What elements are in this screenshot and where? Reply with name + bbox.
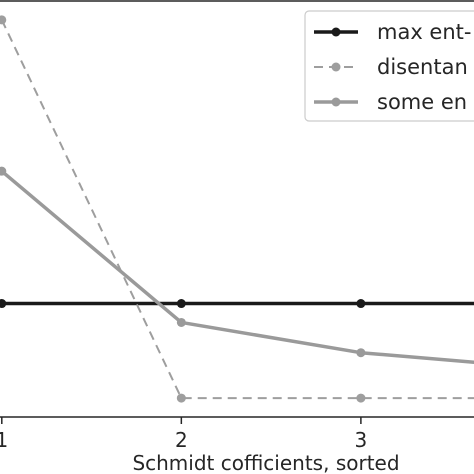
data-point: [176, 299, 186, 309]
data-point: [356, 299, 366, 309]
series-line: [0, 169, 474, 364]
legend-entry: max ent-: [314, 20, 471, 44]
x-ticks: 1 2 3: [0, 417, 367, 452]
data-point: [356, 393, 366, 403]
data-point: [176, 393, 186, 403]
legend-entry: some en: [314, 90, 467, 114]
legend-swatch-marker: [331, 62, 341, 72]
x-axis-label: Schmidt cofficients, sorted: [132, 451, 399, 474]
data-point: [0, 299, 7, 309]
series-2: [0, 15, 474, 403]
legend-frame: [304, 10, 474, 122]
data-point: [0, 15, 7, 25]
legend-label: some en: [377, 90, 467, 114]
x-tick-label: 2: [175, 428, 188, 452]
data-point: [176, 317, 186, 327]
legend: max ent-disentan some en: [304, 10, 474, 122]
series-layer: [0, 15, 474, 403]
x-tick-label: 1: [0, 428, 8, 452]
legend-swatch-marker: [331, 97, 341, 107]
legend-entry: disentan: [314, 55, 468, 79]
legend-label: disentan: [377, 55, 468, 79]
legend-label: max ent-: [377, 20, 471, 44]
series-3: [0, 166, 474, 364]
data-point: [0, 166, 7, 176]
x-tick-label: 3: [355, 428, 368, 452]
data-point: [356, 348, 366, 358]
series-1: [0, 299, 474, 309]
legend-swatch-marker: [331, 27, 341, 37]
legend-items: max ent-disentan some en: [314, 20, 471, 114]
plot-area: 1 2 3: [0, 0, 474, 452]
